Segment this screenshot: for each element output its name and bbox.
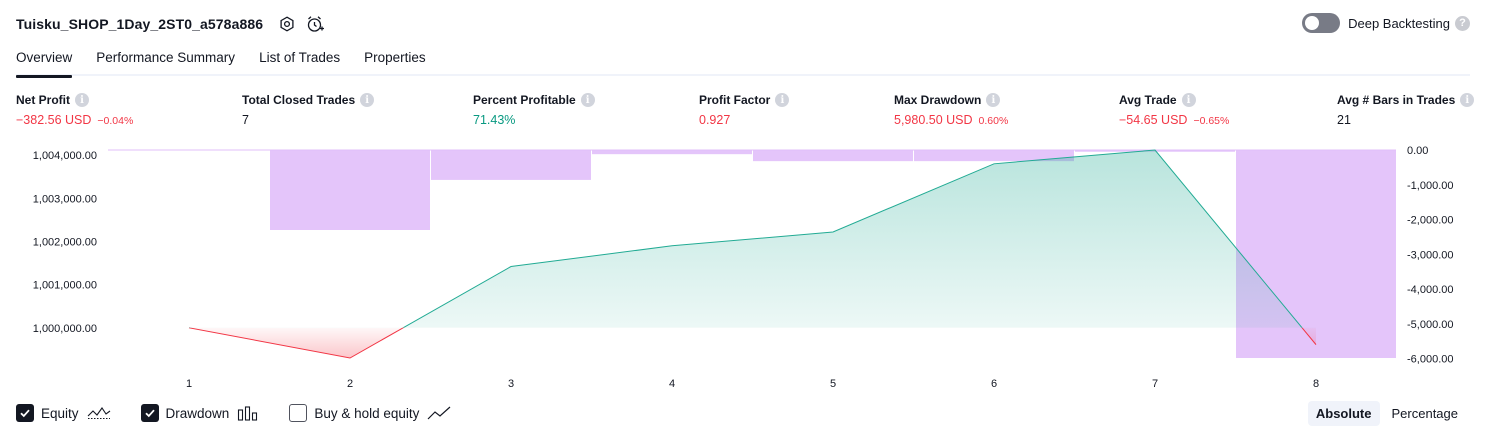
toggle-knob (1305, 16, 1320, 30)
left-tick-label: 1,002,000.00 (33, 236, 97, 248)
buy-hold-checkbox[interactable] (289, 404, 308, 422)
tab-properties[interactable]: Properties (364, 50, 426, 65)
drawdown-bar-3 (431, 150, 591, 180)
info-icon[interactable]: i (775, 93, 790, 107)
info-icon[interactable]: i (986, 93, 1001, 107)
right-tick-label: 0.00 (1407, 145, 1428, 157)
legend-label: Buy & hold equity (314, 405, 420, 421)
x-tick-label: 5 (830, 378, 836, 390)
percentage-button[interactable]: Percentage (1391, 406, 1459, 421)
deep-backtesting-toggle[interactable] (1302, 13, 1341, 33)
equity-drawdown-chart[interactable]: 1,000,000.00 1,001,000.00 1,002,000.00 1,00… (0, 140, 1486, 396)
stat-value: 7 (242, 113, 249, 127)
strategy-header: Tuisku_SHOP_1Day_2ST0_a578a886 (16, 12, 325, 36)
x-tick-label: 3 (508, 378, 514, 390)
legend-label: Equity (41, 405, 79, 421)
right-axis: 0.00 -1,000.00 -2,000.00 -3,000.00 -4,000.00… (1407, 145, 1453, 366)
left-axis: 1,000,000.00 1,001,000.00 1,002,000.00 1,00… (33, 150, 97, 335)
tab-bar: Overview Performance Summary List of Tra… (16, 42, 1470, 78)
drawdown-checkbox[interactable] (140, 404, 159, 422)
trend-line-icon (427, 405, 451, 421)
info-icon[interactable]: i (1460, 93, 1475, 107)
equity-area-negative (189, 327, 1316, 358)
stat-percent: −0.65% (1193, 115, 1230, 127)
stat-value: 0.927 (699, 113, 731, 127)
stat-label: Max Drawdown (894, 93, 982, 107)
alarm-clock-icon[interactable] (305, 14, 325, 34)
drawdown-bar-2 (270, 150, 430, 230)
right-tick-label: -6,000.00 (1407, 354, 1453, 366)
stat-label: Avg # Bars in Trades (1337, 93, 1456, 107)
stat-percent: 0.60% (978, 115, 1009, 127)
stat-percent: −0.04% (97, 115, 134, 127)
right-tick-label: -3,000.00 (1407, 249, 1453, 261)
right-tick-label: -1,000.00 (1407, 180, 1453, 192)
stat-value: −382.56 USD (16, 113, 92, 127)
left-tick-label: 1,004,000.00 (33, 150, 97, 162)
x-tick-label: 4 (669, 378, 675, 390)
stat-max-drawdown: Max Drawdown i 5,980.50 USD 0.60% (894, 93, 1008, 127)
drawdown-bar-4 (592, 150, 752, 155)
equity-line-icon (87, 405, 111, 421)
bar-chart-icon (237, 405, 259, 421)
left-tick-label: 1,000,000.00 (33, 323, 97, 335)
tab-list-of-trades[interactable]: List of Trades (259, 50, 341, 65)
drawdown-bar-6 (914, 150, 1074, 162)
right-tick-label: -2,000.00 (1407, 215, 1453, 227)
legend-drawdown[interactable]: Drawdown (140, 404, 260, 422)
tab-overview[interactable]: Overview (16, 42, 73, 78)
legend-buy-hold[interactable]: Buy & hold equity (289, 404, 451, 422)
left-tick-label: 1,003,000.00 (33, 193, 97, 205)
equity-area (188, 149, 1317, 359)
equity-checkbox[interactable] (16, 404, 34, 422)
deep-backtesting-label: Deep Backtesting (1348, 15, 1450, 31)
drawdown-bars (270, 150, 1396, 358)
stat-value: −54.65 USD (1119, 113, 1188, 127)
right-tick-label: -4,000.00 (1407, 284, 1453, 296)
chart-legend: Equity Drawdown Buy & hold equity (16, 404, 481, 422)
legend-equity[interactable]: Equity (16, 404, 111, 422)
tab-performance-summary[interactable]: Performance Summary (96, 50, 236, 65)
stat-label: Percent Profitable (473, 93, 576, 107)
info-icon[interactable]: i (1181, 93, 1196, 107)
right-tick-label: -5,000.00 (1407, 319, 1453, 331)
stat-label: Net Profit (16, 93, 70, 107)
stat-total-closed-trades: Total Closed Trades i 7 (242, 93, 375, 127)
left-tick-label: 1,001,000.00 (33, 280, 97, 292)
drawdown-bar-5 (753, 150, 913, 162)
x-tick-label: 6 (991, 378, 997, 390)
info-icon[interactable]: i (580, 93, 595, 107)
x-tick-label: 7 (1152, 378, 1158, 390)
stat-percent-profitable: Percent Profitable i 71.43% (473, 93, 595, 127)
stats-row: Net Profit i −382.56 USD −0.04% Total Clos… (0, 93, 1486, 133)
deep-backtesting: Deep Backtesting ? (1302, 13, 1470, 33)
stat-avg-trade: Avg Trade i −54.65 USD −0.65% (1119, 93, 1229, 127)
equity-line-negative (188, 327, 1317, 359)
stat-profit-factor: Profit Factor i 0.927 (699, 93, 790, 127)
absolute-button[interactable]: Absolute (1307, 401, 1380, 426)
x-tick-label: 2 (347, 378, 353, 390)
question-icon[interactable]: ? (1455, 15, 1470, 31)
equity-line-positive (189, 149, 1303, 328)
x-tick-label: 8 (1313, 378, 1319, 390)
info-icon[interactable]: i (75, 93, 89, 107)
stat-label: Profit Factor (699, 93, 771, 107)
stat-label: Total Closed Trades (242, 93, 356, 107)
legend-label: Drawdown (165, 405, 230, 421)
strategy-name: Tuisku_SHOP_1Day_2ST0_a578a886 (16, 16, 264, 32)
x-axis: 1 2 3 4 5 6 7 8 (186, 378, 1319, 390)
stat-avg-bars: Avg # Bars in Trades i 21 (1337, 93, 1475, 127)
gear-icon[interactable] (277, 14, 297, 34)
stat-value: 71.43% (473, 113, 516, 127)
x-tick-label: 1 (186, 378, 192, 390)
stat-value: 5,980.50 USD (894, 113, 973, 127)
stat-value: 21 (1337, 113, 1351, 127)
stat-net-profit: Net Profit i −382.56 USD −0.04% (16, 93, 133, 127)
value-mode-switch: Absolute Percentage (1304, 401, 1466, 426)
stat-label: Avg Trade (1119, 93, 1177, 107)
equity-area-positive (403, 150, 1303, 328)
info-icon[interactable]: i (360, 93, 375, 107)
